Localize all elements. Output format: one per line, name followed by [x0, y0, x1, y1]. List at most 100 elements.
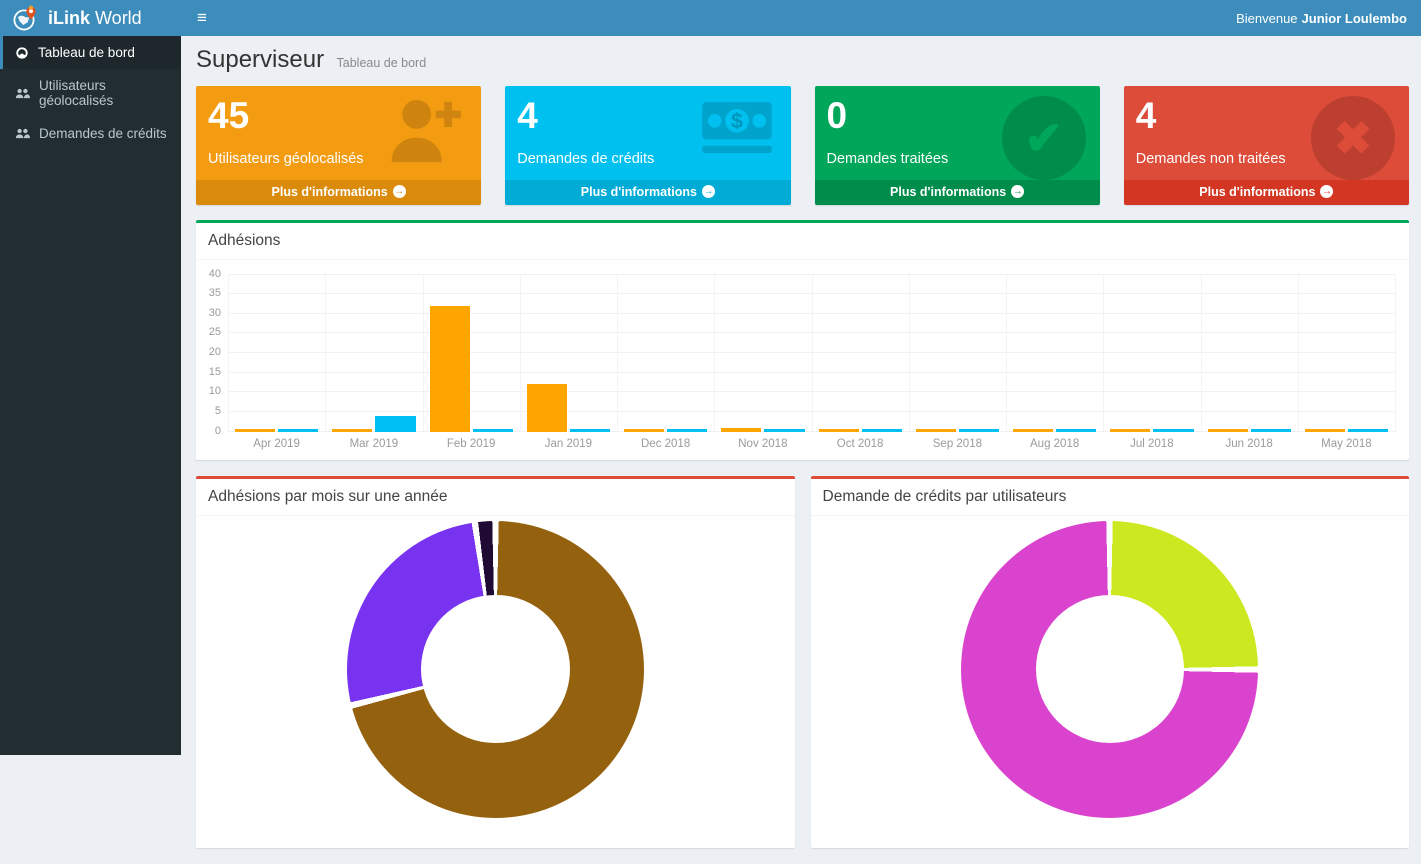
brand-rest: World	[90, 8, 142, 28]
donut-chart-area	[811, 516, 1410, 848]
brand[interactable]: iLink World	[0, 0, 181, 36]
sidebar-item-label: Demandes de crédits	[39, 126, 167, 141]
page-title: Superviseur	[196, 46, 324, 73]
info-box-row: 45 Utilisateurs géolocalisés Plus d'info…	[196, 86, 1409, 205]
info-box-value: 4	[517, 95, 778, 138]
info-box-label: Demandes traitées	[827, 151, 1088, 167]
more-info-label: Plus d'informations	[1199, 185, 1315, 199]
x-tick-label: Apr 2019	[228, 438, 325, 450]
info-box-body: 4 Demandes de crédits $	[505, 86, 790, 180]
donut-hole	[1036, 595, 1185, 744]
users-icon	[15, 87, 30, 100]
sidebar-item-tableau-de-bord[interactable]: Tableau de bord	[0, 36, 181, 69]
sidebar: Tableau de bord Utilisateurs géolocalisé…	[0, 36, 181, 755]
orange-bar	[235, 429, 275, 432]
blue-bar	[667, 429, 707, 432]
blue-bar	[1153, 429, 1193, 432]
blue-bar	[959, 429, 999, 432]
page-subtitle: Tableau de bord	[337, 56, 427, 70]
x-tick-label: Nov 2018	[714, 438, 811, 450]
blue-bar	[473, 429, 513, 432]
blue-bar	[375, 416, 415, 432]
more-info-link[interactable]: Plus d'informations →	[1124, 180, 1409, 205]
sidebar-item-utilisateurs-geolocalises[interactable]: Utilisateurs géolocalisés	[0, 69, 181, 117]
x-tick-label: Oct 2018	[812, 438, 909, 450]
x-tick-label: May 2018	[1298, 438, 1395, 450]
x-tick-label: Mar 2019	[325, 438, 422, 450]
more-info-label: Plus d'informations	[890, 185, 1006, 199]
main-content: Superviseur Tableau de bord 45 Utilisate…	[181, 0, 1421, 864]
adhesions-par-mois-card: Adhésions par mois sur une année	[196, 476, 795, 848]
info-box-value: 4	[1136, 95, 1397, 138]
x-tick-label: Aug 2018	[1006, 438, 1103, 450]
more-info-label: Plus d'informations	[272, 185, 388, 199]
x-tick-label: Feb 2019	[423, 438, 520, 450]
blue-bar	[862, 429, 902, 432]
x-tick-label: Dec 2018	[617, 438, 714, 450]
sidebar-toggle-button[interactable]: ≡	[181, 0, 223, 36]
welcome-text: Bienvenue	[1236, 11, 1297, 26]
hamburger-icon: ≡	[197, 8, 207, 28]
x-tick-label: Sep 2018	[909, 438, 1006, 450]
blue-bar	[1348, 429, 1388, 432]
user-menu[interactable]: Bienvenue Junior Loulembo	[1236, 0, 1421, 36]
x-tick-label: Jul 2018	[1103, 438, 1200, 450]
blue-bar	[1056, 429, 1096, 432]
sidebar-item-demandes-de-credits[interactable]: Demandes de crédits	[0, 117, 181, 150]
info-box-label: Demandes non traitées	[1136, 151, 1397, 167]
orange-bar	[1305, 429, 1345, 432]
info-box-demandes-de-credits: 4 Demandes de crédits $ Plus d'informati…	[505, 86, 790, 205]
bar-group	[909, 275, 1006, 432]
users-icon	[15, 127, 30, 140]
x-tick-label: Jun 2018	[1201, 438, 1298, 450]
info-box-body: 45 Utilisateurs géolocalisés	[196, 86, 481, 180]
bar-group	[812, 275, 909, 432]
orange-bar	[527, 384, 567, 431]
donut-hole	[421, 595, 570, 744]
demande-credits-card: Demande de crédits par utilisateurs	[811, 476, 1410, 848]
orange-bar	[1208, 429, 1248, 432]
orange-bar	[916, 429, 956, 432]
bar-group	[228, 275, 325, 432]
orange-bar	[819, 429, 859, 432]
more-info-link[interactable]: Plus d'informations →	[505, 180, 790, 205]
info-box-demandes-non-traitees: 4 Demandes non traitées ✖ Plus d'informa…	[1124, 86, 1409, 205]
info-box-utilisateurs-geolocalises: 45 Utilisateurs géolocalisés Plus d'info…	[196, 86, 481, 205]
info-box-label: Demandes de crédits	[517, 151, 778, 167]
blue-bar	[764, 429, 804, 432]
bar-group	[1201, 275, 1298, 432]
bars	[228, 275, 1395, 432]
chart-title: Adhésions par mois sur une année	[196, 479, 795, 516]
page-header: Superviseur Tableau de bord	[196, 46, 1409, 74]
info-box-label: Utilisateurs géolocalisés	[208, 151, 469, 167]
more-info-link[interactable]: Plus d'informations →	[196, 180, 481, 205]
orange-bar	[430, 306, 470, 432]
bar-group	[714, 275, 811, 432]
brand-bold: iLink	[48, 8, 90, 28]
info-box-body: 0 Demandes traitées ✔	[815, 86, 1100, 180]
more-info-link[interactable]: Plus d'informations →	[815, 180, 1100, 205]
info-box-demandes-traitees: 0 Demandes traitées ✔ Plus d'information…	[815, 86, 1100, 205]
orange-bar	[1013, 429, 1053, 432]
credits-donut-chart	[961, 521, 1258, 818]
bar-group	[325, 275, 422, 432]
sidebar-item-label: Tableau de bord	[38, 45, 135, 60]
user-name: Junior Loulembo	[1302, 11, 1407, 26]
globe-pin-logo-icon	[12, 5, 39, 32]
blue-bar	[570, 429, 610, 432]
orange-bar	[332, 429, 372, 432]
more-info-label: Plus d'informations	[581, 185, 697, 199]
adhesions-donut-chart	[347, 521, 644, 818]
arrow-circle-right-icon: →	[1320, 185, 1333, 198]
chart-title: Demande de crédits par utilisateurs	[811, 479, 1410, 516]
bar-group	[423, 275, 520, 432]
donut-chart-area	[196, 516, 795, 848]
sidebar-item-label: Utilisateurs géolocalisés	[39, 78, 171, 108]
bar-group	[1298, 275, 1395, 432]
arrow-circle-right-icon: →	[702, 185, 715, 198]
bar-group	[520, 275, 617, 432]
donut-row: Adhésions par mois sur une année Demande…	[196, 476, 1409, 864]
